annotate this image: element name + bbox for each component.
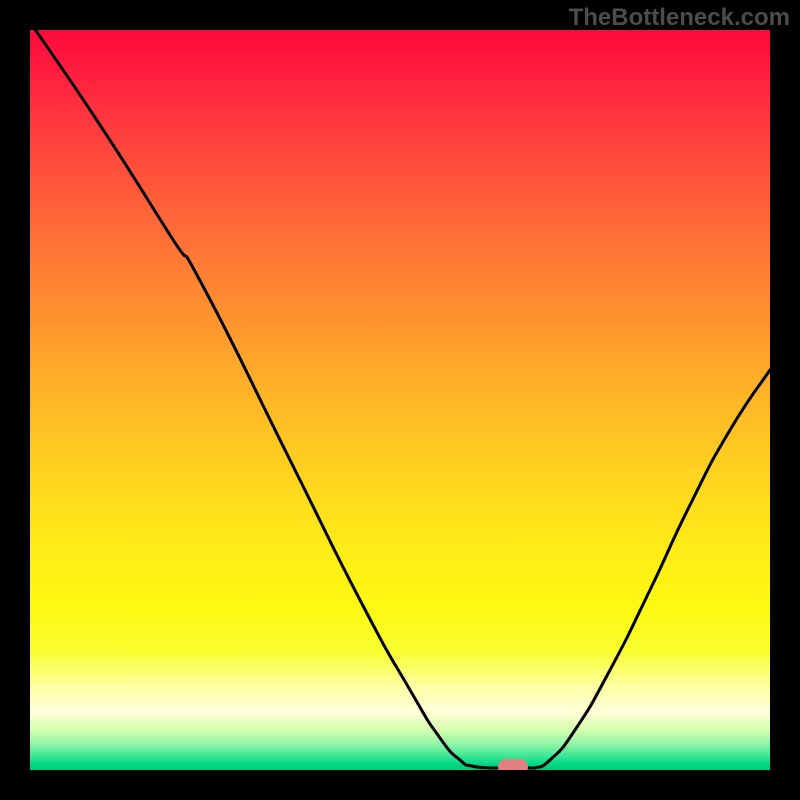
plot-area (30, 30, 770, 770)
watermark-text: TheBottleneck.com (569, 4, 790, 32)
optimum-marker (498, 759, 528, 770)
bottleneck-curve (30, 30, 770, 770)
